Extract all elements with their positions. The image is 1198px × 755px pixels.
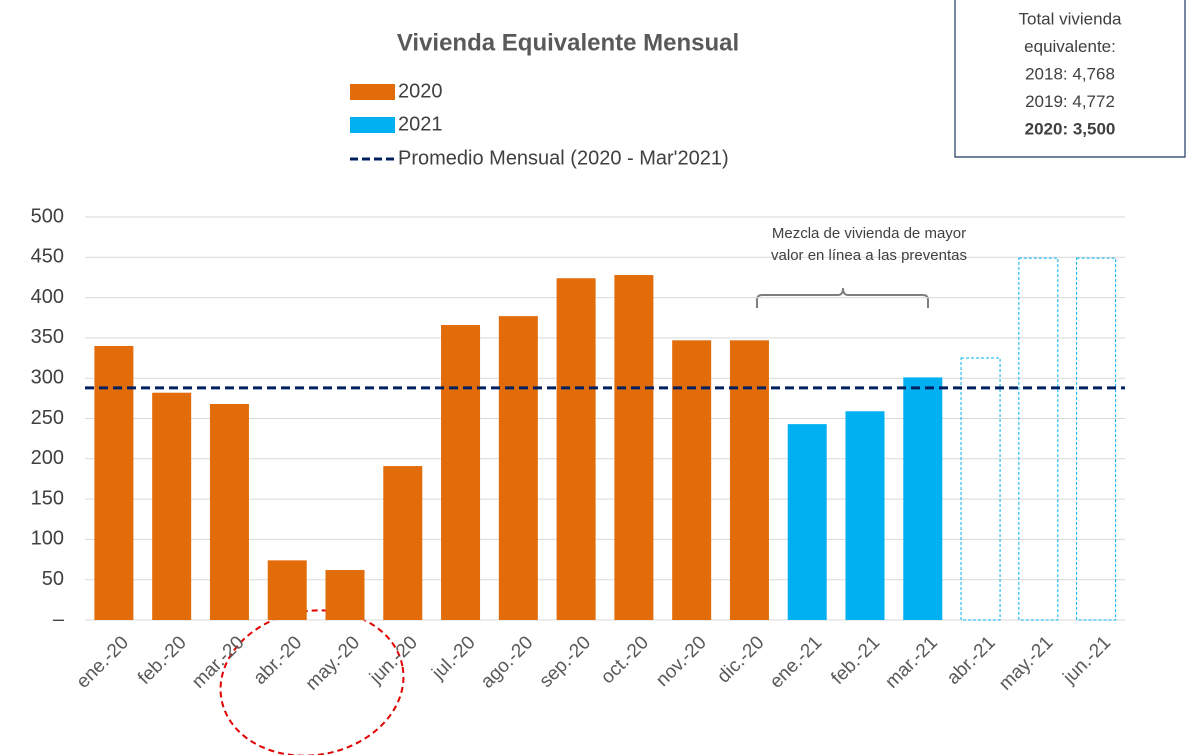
legend-swatch bbox=[350, 84, 395, 100]
bar bbox=[903, 377, 943, 620]
x-tick-label: sep.-20 bbox=[536, 632, 596, 692]
x-tick-label: abr.-21 bbox=[943, 632, 1000, 689]
x-tick-label: feb.-20 bbox=[134, 632, 191, 689]
y-tick-label: 400 bbox=[31, 286, 64, 308]
totals-line: equivalente: bbox=[1024, 37, 1116, 56]
legend-label: 2021 bbox=[398, 113, 443, 135]
totals-line: 2019: 4,772 bbox=[1025, 92, 1115, 111]
bar bbox=[94, 345, 134, 620]
totals-line: Total vivienda bbox=[1018, 9, 1122, 28]
x-tick-label: nov.-20 bbox=[652, 632, 711, 691]
projected-bar bbox=[1076, 257, 1117, 621]
y-tick-label: 150 bbox=[31, 487, 64, 509]
bar bbox=[498, 316, 538, 620]
x-tick-label: oct.-20 bbox=[597, 632, 653, 688]
y-tick-label: – bbox=[53, 608, 65, 630]
y-tick-label: 250 bbox=[31, 407, 64, 429]
y-tick-label: 100 bbox=[31, 528, 64, 550]
bar bbox=[787, 424, 827, 620]
y-tick-label: 200 bbox=[31, 447, 64, 469]
y-tick-label: 450 bbox=[31, 246, 64, 268]
x-tick-label: jun.-21 bbox=[1059, 632, 1116, 689]
legend-label: 2020 bbox=[398, 80, 443, 102]
projected-bar bbox=[960, 357, 1001, 621]
y-tick-label: 300 bbox=[31, 366, 64, 388]
x-tick-label: may.-21 bbox=[995, 632, 1057, 694]
legend-swatch bbox=[350, 117, 395, 133]
bar bbox=[325, 570, 365, 620]
x-tick-label: ago.-20 bbox=[477, 632, 537, 692]
x-tick-label: mar.-20 bbox=[188, 632, 248, 692]
totals-box bbox=[954, 0, 1186, 158]
legend-label: Promedio Mensual (2020 - Mar'2021) bbox=[398, 147, 729, 169]
bar bbox=[845, 411, 885, 620]
bar bbox=[729, 340, 769, 620]
bar bbox=[614, 275, 654, 620]
x-tick-label: mar.-21 bbox=[881, 632, 941, 692]
bar bbox=[556, 278, 596, 620]
projected-bar bbox=[1018, 257, 1059, 621]
x-tick-label: feb.-21 bbox=[827, 632, 884, 689]
chart-title: Vivienda Equivalente Mensual bbox=[397, 29, 739, 56]
totals-line: 2018: 4,768 bbox=[1025, 64, 1115, 83]
bracket bbox=[756, 287, 929, 308]
bar bbox=[209, 403, 249, 620]
annotation: Mezcla de vivienda de mayor bbox=[772, 225, 966, 242]
x-tick-label: ene.-20 bbox=[73, 632, 133, 692]
x-tick-label: dic.-20 bbox=[713, 632, 768, 687]
x-tick-label: jun.-20 bbox=[365, 632, 422, 689]
x-tick-label: abr.-20 bbox=[250, 632, 307, 689]
y-tick-label: 50 bbox=[42, 568, 64, 590]
totals-line: 2020: 3,500 bbox=[1025, 119, 1116, 138]
bar bbox=[383, 466, 423, 620]
highlight-ellipse bbox=[219, 609, 405, 755]
x-tick-label: ene.-21 bbox=[766, 632, 826, 692]
bar bbox=[152, 392, 192, 620]
x-tick-label: may.-20 bbox=[302, 632, 364, 694]
x-tick-label: jul.-20 bbox=[427, 632, 479, 684]
annotation: valor en línea a las preventas bbox=[771, 247, 967, 264]
bar bbox=[267, 560, 307, 620]
bar bbox=[441, 325, 481, 620]
y-tick-label: 350 bbox=[31, 326, 64, 348]
bar bbox=[672, 340, 712, 620]
y-tick-label: 500 bbox=[31, 205, 64, 227]
